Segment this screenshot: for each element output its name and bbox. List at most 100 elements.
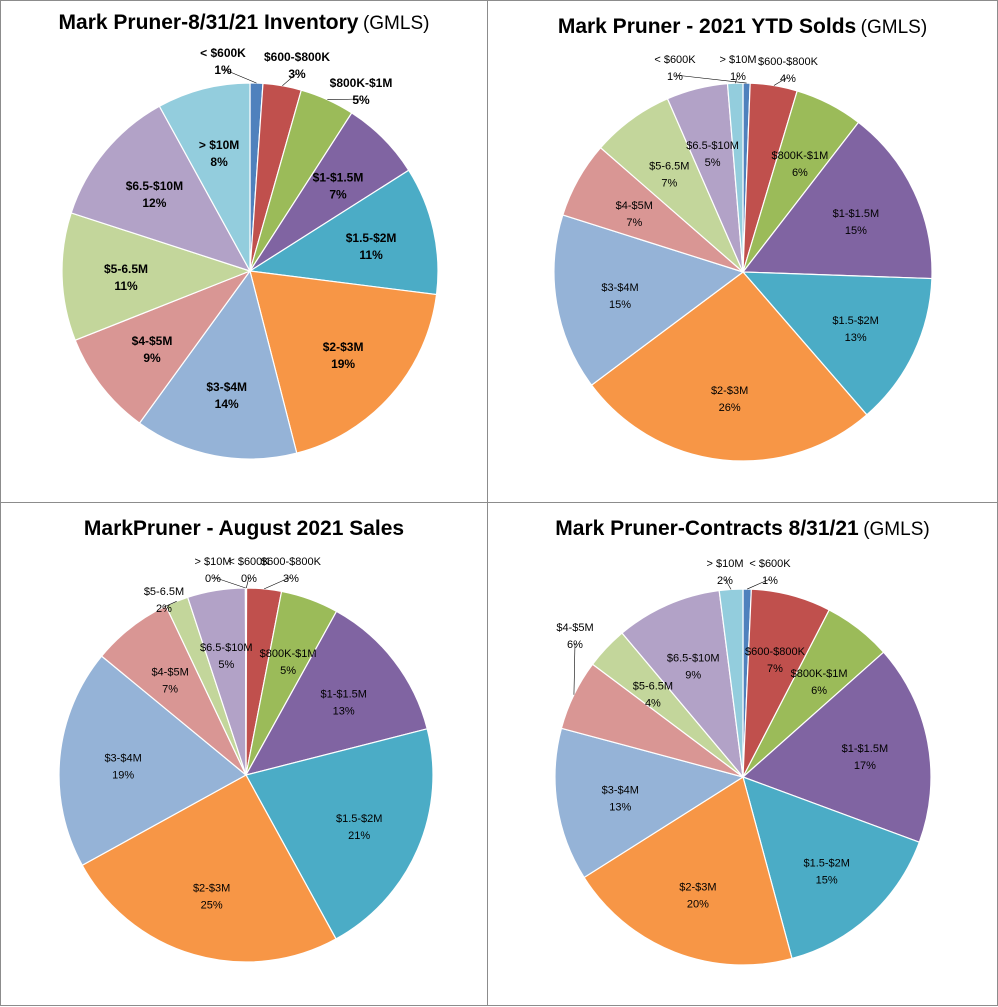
- slice-label-600-800k: $600-$800K: [261, 556, 322, 568]
- chart-title: Mark Pruner-8/31/21 Inventory (GMLS): [1, 11, 487, 35]
- slice-percent-600-800k: 3%: [288, 67, 306, 81]
- title-text: Mark Pruner-Contracts 8/31/21: [555, 517, 859, 540]
- leader-line-600-800k: [773, 76, 789, 86]
- slice-percent-6-5-10m: 5%: [218, 659, 234, 671]
- chart-title: MarkPruner - August 2021 Sales: [1, 517, 487, 541]
- pie-slice-6-5-10m: [70, 105, 252, 273]
- slice-label-3-4m: $3-$4M: [601, 282, 638, 294]
- slice-percent-1-5-2m: 15%: [816, 875, 838, 887]
- pie-slice-2-3m: [81, 774, 337, 963]
- subtitle-text: (GMLS): [863, 519, 930, 540]
- slice-label-4-5m: $4-$5M: [132, 334, 173, 348]
- slice-percent-2-3m: 25%: [201, 900, 223, 912]
- slice-percent-2-3m: 26%: [719, 402, 741, 414]
- chart-title: Mark Pruner-Contracts 8/31/21 (GMLS): [488, 517, 997, 541]
- pie-slice-2-3m: [590, 271, 868, 462]
- slice-percent-800k-1m: 5%: [280, 665, 296, 677]
- leader-line-10m: [734, 74, 739, 84]
- pie-chart: < $600K 1% $600-$800K 3% $800K-$1M 5% $1-$1.5M…: [61, 46, 439, 460]
- slice-label-3-4m: $3-$4M: [104, 753, 141, 765]
- pie-slice-10m: [726, 82, 744, 273]
- slice-percent-600-800k: 7%: [767, 663, 783, 675]
- slice-percent-10m: 2%: [717, 575, 733, 587]
- chart-panel-ytd-solds: Mark Pruner - 2021 YTD Solds (GMLS) < $6…: [487, 0, 998, 503]
- slice-percent-1-1-5m: 7%: [329, 188, 347, 202]
- pie-slice-5-6-5m: [61, 212, 252, 341]
- slice-percent-800k-1m: 6%: [792, 167, 808, 179]
- slice-percent-3-4m: 14%: [215, 397, 239, 411]
- slice-label-5-6-5m: $5-6.5M: [649, 160, 689, 172]
- slice-label-6-5-10m: $6.5-$10M: [686, 140, 739, 152]
- slice-percent-1-1-5m: 13%: [333, 706, 355, 718]
- pie-slice-1-1-5m: [244, 610, 428, 776]
- chart-panel-august-sales: MarkPruner - August 2021 Sales < $600K 0%…: [0, 502, 488, 1006]
- slice-percent-3-4m: 13%: [609, 802, 631, 814]
- slice-percent-600k: 1%: [762, 575, 778, 587]
- pie-slice-2-3m: [249, 270, 438, 454]
- slice-label-600-800k: $600-$800K: [745, 646, 806, 658]
- slice-percent-5-6-5m: 7%: [661, 177, 677, 189]
- slice-percent-3-4m: 19%: [112, 770, 134, 782]
- pie-slice-3-4m: [138, 269, 298, 460]
- slice-label-1-5-2m: $1.5-$2M: [346, 231, 397, 245]
- leader-line-600k: [222, 68, 257, 84]
- slice-percent-10m: 8%: [210, 155, 228, 169]
- slice-label-600-800k: $600-$800K: [758, 56, 819, 68]
- slice-label-6-5-10m: $6.5-$10M: [667, 652, 720, 664]
- slice-percent-4-5m: 6%: [567, 639, 583, 651]
- slice-percent-600-800k: 4%: [780, 73, 796, 85]
- slice-percent-10m: 0%: [205, 573, 221, 585]
- slice-label-2-3m: $2-$3M: [679, 882, 716, 894]
- slice-label-2-3m: $2-$3M: [711, 385, 748, 397]
- leader-line-600k: [747, 578, 771, 590]
- slice-label-1-1-5m: $1-$1.5M: [842, 743, 888, 755]
- leader-line-4-5m: [573, 642, 576, 695]
- slice-label-4-5m: $4-$5M: [151, 667, 188, 679]
- pie-slice-1-1-5m: [741, 121, 933, 280]
- title-text: Mark Pruner-8/31/21 Inventory: [58, 11, 359, 34]
- slice-label-600k: < $600K: [228, 556, 270, 568]
- slice-label-1-5-2m: $1.5-$2M: [832, 315, 878, 327]
- pie-slice-10m: [718, 588, 744, 778]
- pie-slice-1-5-2m: [248, 169, 439, 296]
- slice-percent-800k-1m: 5%: [352, 93, 370, 107]
- slice-label-10m: > $10M: [720, 54, 757, 66]
- leader-line-5-6-5m: [163, 601, 177, 608]
- pie-slice-2-3m: [583, 776, 793, 966]
- slice-label-1-1-5m: $1-$1.5M: [313, 171, 364, 185]
- pie-slice-6-5-10m: [621, 589, 744, 779]
- slice-label-2-3m: $2-$3M: [193, 883, 230, 895]
- slice-percent-5-6-5m: 11%: [114, 279, 138, 293]
- slice-label-800k-1m: $800K-$1M: [260, 648, 317, 660]
- pie-slice-3-4m: [58, 655, 248, 867]
- slice-label-10m: > $10M: [707, 558, 744, 570]
- slice-percent-5-6-5m: 2%: [156, 603, 172, 615]
- slice-label-1-1-5m: $1-$1.5M: [833, 208, 879, 220]
- leader-line-600k: [674, 74, 747, 84]
- slice-label-800k-1m: $800K-$1M: [791, 668, 848, 680]
- slice-label-3-4m: $3-$4M: [602, 785, 639, 797]
- leader-line-600-800k: [282, 72, 298, 87]
- slice-label-600k: < $600K: [654, 54, 696, 66]
- slice-percent-600k: 1%: [667, 71, 683, 83]
- slice-percent-1-5-2m: 11%: [359, 248, 383, 262]
- subtitle-text: (GMLS): [362, 13, 430, 34]
- slice-percent-600-800k: 3%: [283, 573, 299, 585]
- slice-label-5-6-5m: $5-6.5M: [104, 262, 148, 276]
- pie-chart: < $600K 0% $600-$800K 3% $800K-$1M 5% $1-$1.5M…: [58, 556, 434, 963]
- pie-slice-3-4m: [554, 727, 745, 879]
- slice-percent-2-3m: 20%: [687, 899, 709, 911]
- slice-percent-6-5-10m: 5%: [705, 157, 721, 169]
- slice-label-1-1-5m: $1-$1.5M: [320, 689, 366, 701]
- slice-label-10m: > $10M: [199, 138, 239, 152]
- pie-slice-10m: [244, 587, 247, 776]
- slice-percent-4-5m: 7%: [162, 684, 178, 696]
- slice-percent-1-5-2m: 13%: [845, 332, 867, 344]
- slice-label-800k-1m: $800K-$1M: [771, 150, 828, 162]
- pie-slice-1-1-5m: [741, 651, 932, 843]
- slice-percent-6-5-10m: 12%: [142, 196, 166, 210]
- leader-line-10m: [724, 578, 732, 590]
- slice-percent-6-5-10m: 9%: [685, 669, 701, 681]
- slice-percent-800k-1m: 6%: [811, 685, 827, 697]
- pie-chart: < $600K 1% $600-$800K 7% $800K-$1M 6% $1-$1.5M…: [554, 558, 932, 966]
